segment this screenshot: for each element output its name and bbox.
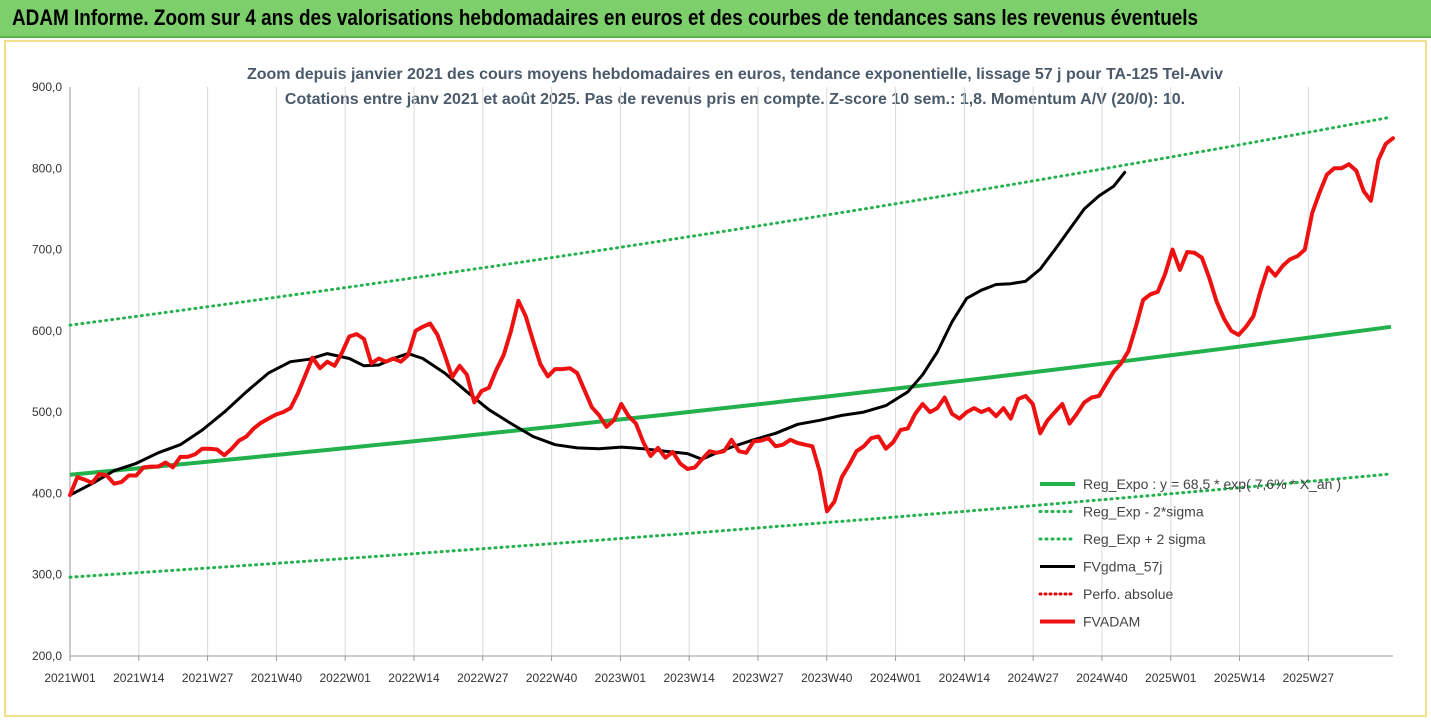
- x-tick-label: 2022W27: [457, 671, 509, 685]
- y-tick-label: 500,0: [32, 405, 62, 419]
- fvadam-line: [68, 136, 1395, 514]
- legend: Reg_Expo : y = 68,5 * exp( 7,6% * X_an )…: [1038, 476, 1341, 630]
- chart-subtitle-1: Zoom depuis janvier 2021 des cours moyen…: [247, 66, 1223, 83]
- legend-label: Reg_Expo : y = 68,5 * exp( 7,6% * X_an ): [1083, 476, 1341, 492]
- y-tick-label: 900,0: [32, 80, 62, 94]
- x-tick-label: 2021W14: [113, 671, 165, 685]
- x-tick-label: 2023W01: [595, 671, 647, 685]
- y-tick-label: 800,0: [32, 161, 62, 175]
- legend-label: Reg_Exp - 2*sigma: [1083, 504, 1204, 520]
- y-tick-label: 200,0: [32, 649, 62, 663]
- lower-sigma-band-line: [68, 472, 1393, 579]
- chart-subtitle-2: Cotations entre janv 2021 et août 2025. …: [285, 91, 1185, 108]
- x-tick-label: 2024W14: [939, 671, 991, 685]
- y-tick-label: 400,0: [32, 486, 62, 500]
- x-tick-label: 2023W40: [801, 671, 853, 685]
- chart-frame: [4, 40, 1427, 717]
- y-tick-label: 700,0: [32, 243, 62, 257]
- x-axis: 2021W01 2021W14 2021W27 2021W40 2022W01 2022W…: [44, 655, 1393, 685]
- legend-label: FVADAM: [1083, 614, 1140, 630]
- y-tick-label: 600,0: [32, 324, 62, 338]
- series-group: [68, 115, 1395, 579]
- x-tick-label: 2022W40: [526, 671, 578, 685]
- x-tick-label: 2024W01: [870, 671, 922, 685]
- x-tick-label: 2021W40: [251, 671, 303, 685]
- y-tick-label: 300,0: [32, 568, 62, 582]
- upper-sigma-band-line: [68, 115, 1393, 327]
- x-tick-label: 2025W01: [1145, 671, 1197, 685]
- fvgdma-57j-line: [68, 170, 1127, 497]
- x-tick-label: 2023W27: [732, 671, 784, 685]
- legend-label: FVgdma_57j: [1083, 559, 1162, 575]
- legend-label: Reg_Exp + 2 sigma: [1083, 531, 1206, 547]
- x-tick-label: 2021W01: [44, 671, 96, 685]
- legend-label: Perfo. absolue: [1083, 586, 1173, 602]
- x-tick-label: 2025W27: [1283, 671, 1335, 685]
- y-axis: 200,0 300,0 400,0 500,0 600,0 700,0 800,0 900,0: [32, 80, 71, 663]
- x-tick-label: 2021W27: [182, 671, 234, 685]
- report-title-bar: ADAM Informe. Zoom sur 4 ans des valoris…: [0, 0, 1431, 38]
- x-tick-label: 2022W01: [319, 671, 371, 685]
- reg-expo-line: [69, 324, 1392, 477]
- x-tick-label: 2024W27: [1007, 671, 1059, 685]
- x-tick-label: 2024W40: [1076, 671, 1128, 685]
- x-tick-label: 2023W14: [663, 671, 715, 685]
- report-title: ADAM Informe. Zoom sur 4 ans des valoris…: [12, 5, 1199, 30]
- x-tick-label: 2025W14: [1214, 671, 1266, 685]
- x-tick-label: 2022W14: [388, 671, 440, 685]
